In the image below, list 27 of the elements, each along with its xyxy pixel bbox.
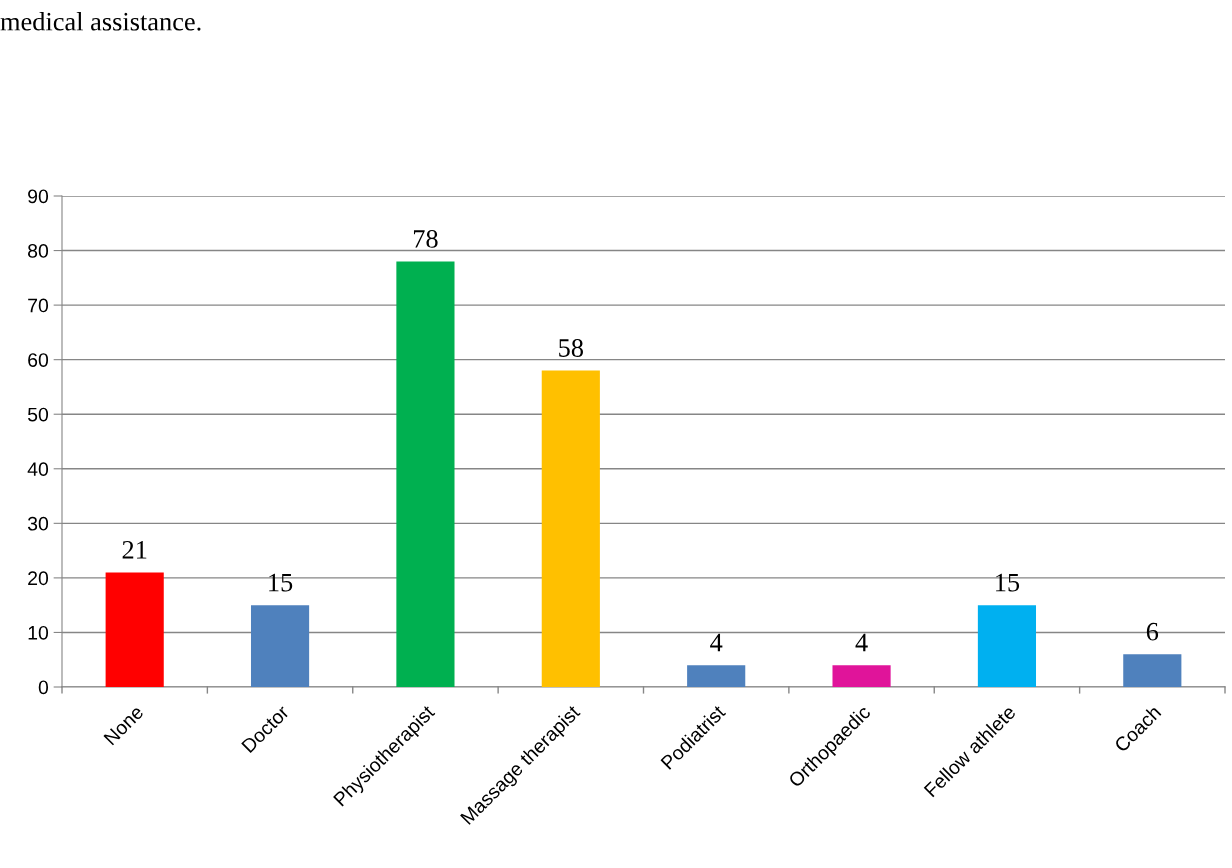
y-tick-label: 20 [28,571,49,586]
y-tick-label: 30 [27,516,49,531]
data-label: 4 [855,633,868,652]
y-tick-label: 60 [28,353,49,367]
data-label: 78 [413,229,438,248]
y-tick-label: 40 [27,462,49,477]
y-tick-label: 80 [28,244,49,258]
y-tick-label: 50 [27,407,49,422]
bar [105,572,164,687]
y-tick-label: 10 [28,625,49,640]
data-label: 21 [122,541,147,559]
bar [396,261,455,687]
bar [977,605,1037,687]
bar [687,665,746,687]
data-label: 15 [269,573,293,592]
bar [832,665,891,687]
bar [1123,654,1182,687]
data-label: 58 [559,339,583,357]
text: medical assistance. [0,12,201,31]
data-label: 6 [1146,622,1159,641]
data-label: 15 [996,573,1020,592]
bar [250,605,310,687]
y-tick-label: 90 [28,189,49,204]
data-label: 4 [710,633,723,652]
y-tick-label: 70 [28,298,49,313]
bar [541,370,600,687]
y-tick-label: 0 [38,680,49,695]
